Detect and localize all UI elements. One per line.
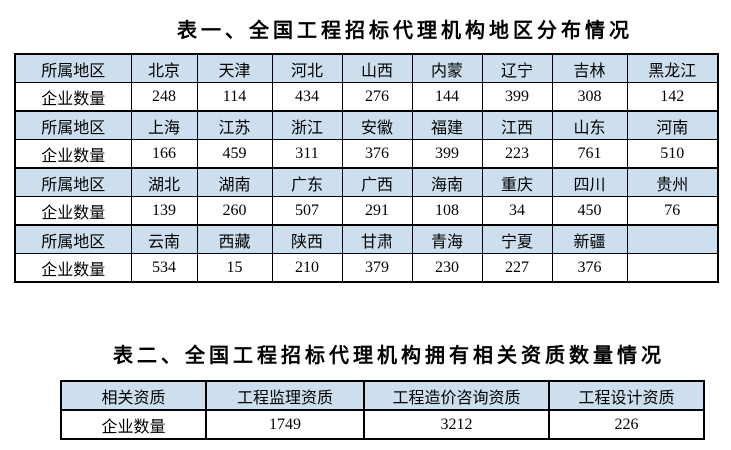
count-cell: 76: [626, 196, 719, 226]
count-cell: 248: [130, 82, 198, 112]
region-cell-empty: [626, 224, 719, 254]
count-cell: 459: [196, 139, 273, 169]
region-header-row: 所属地区 上海 江苏 浙江 安徽 福建 江西 山东 河南: [14, 110, 719, 140]
row-label-cell: 所属地区: [14, 110, 132, 140]
region-cell: 江西: [481, 110, 553, 140]
count-cell: 3212: [363, 409, 550, 440]
count-cell: 376: [341, 139, 413, 169]
count-cell: 227: [481, 253, 553, 283]
count-cell: 291: [341, 196, 413, 226]
region-cell: 江苏: [196, 110, 273, 140]
region-cell: 新疆: [551, 224, 628, 254]
count-cell: 534: [130, 253, 198, 283]
count-cell: 399: [411, 139, 483, 169]
count-cell: 144: [411, 82, 483, 112]
count-cell: 376: [551, 253, 628, 283]
region-cell: 山西: [341, 53, 413, 83]
region-distribution-table: 所属地区 北京 天津 河北 山西 内蒙 辽宁 吉林 黑龙江 企业数量 248 1…: [14, 53, 719, 283]
row-label-cell: 企业数量: [14, 253, 132, 283]
count-cell: 15: [196, 253, 273, 283]
region-cell: 广东: [271, 167, 343, 197]
region-header-row: 所属地区 北京 天津 河北 山西 内蒙 辽宁 吉林 黑龙江: [14, 53, 719, 83]
region-cell: 西藏: [196, 224, 273, 254]
row-label-cell: 企业数量: [14, 139, 132, 169]
count-row: 企业数量 248 114 434 276 144 399 308 142: [14, 82, 719, 112]
region-cell: 河南: [626, 110, 719, 140]
region-header-row: 所属地区 湖北 湖南 广东 广西 海南 重庆 四川 贵州: [14, 167, 719, 197]
row-label-cell: 所属地区: [14, 224, 132, 254]
region-cell: 甘肃: [341, 224, 413, 254]
count-cell: 142: [626, 82, 719, 112]
region-cell: 安徽: [341, 110, 413, 140]
region-cell: 广西: [341, 167, 413, 197]
count-cell: 260: [196, 196, 273, 226]
count-cell: 223: [481, 139, 553, 169]
region-cell: 山东: [551, 110, 628, 140]
region-cell: 陕西: [271, 224, 343, 254]
count-cell: 761: [551, 139, 628, 169]
qualification-cell: 工程造价咨询资质: [363, 380, 550, 411]
region-cell: 吉林: [551, 53, 628, 83]
qualification-table: 相关资质 工程监理资质 工程造价咨询资质 工程设计资质 企业数量 1749 32…: [60, 380, 705, 440]
region-cell: 湖南: [196, 167, 273, 197]
region-cell: 辽宁: [481, 53, 553, 83]
row-label-cell: 相关资质: [60, 380, 207, 411]
region-cell: 海南: [411, 167, 483, 197]
region-cell: 宁夏: [481, 224, 553, 254]
count-cell: 450: [551, 196, 628, 226]
count-cell: 34: [481, 196, 553, 226]
region-cell: 河北: [271, 53, 343, 83]
region-header-row: 所属地区 云南 西藏 陕西 甘肃 青海 宁夏 新疆: [14, 224, 719, 254]
region-cell: 重庆: [481, 167, 553, 197]
count-cell: 139: [130, 196, 198, 226]
row-label-cell: 企业数量: [14, 196, 132, 226]
region-cell: 云南: [130, 224, 198, 254]
count-cell: 399: [481, 82, 553, 112]
row-label-cell: 企业数量: [60, 409, 207, 440]
region-cell: 福建: [411, 110, 483, 140]
count-cell: 226: [548, 409, 705, 440]
table1-title: 表一、全国工程招标代理机构地区分布情况: [177, 20, 633, 42]
count-cell: 434: [271, 82, 343, 112]
region-cell: 青海: [411, 224, 483, 254]
qualification-cell: 工程设计资质: [548, 380, 705, 411]
count-cell: 507: [271, 196, 343, 226]
count-cell: 510: [626, 139, 719, 169]
count-cell: 108: [411, 196, 483, 226]
table2-title: 表二、全国工程招标代理机构拥有相关资质数量情况: [113, 345, 665, 367]
region-cell: 湖北: [130, 167, 198, 197]
region-cell: 黑龙江: [626, 53, 719, 83]
region-cell: 贵州: [626, 167, 719, 197]
region-cell: 浙江: [271, 110, 343, 140]
count-cell: 210: [271, 253, 343, 283]
count-cell-empty: [626, 253, 719, 283]
row-label-cell: 所属地区: [14, 167, 132, 197]
region-cell: 上海: [130, 110, 198, 140]
count-cell: 311: [271, 139, 343, 169]
region-cell: 天津: [196, 53, 273, 83]
count-row: 企业数量 166 459 311 376 399 223 761 510: [14, 139, 719, 169]
qualification-cell: 工程监理资质: [205, 380, 365, 411]
count-row: 企业数量 534 15 210 379 230 227 376: [14, 253, 719, 283]
count-cell: 1749: [205, 409, 365, 440]
row-label-cell: 企业数量: [14, 82, 132, 112]
region-cell: 北京: [130, 53, 198, 83]
count-cell: 230: [411, 253, 483, 283]
count-cell: 276: [341, 82, 413, 112]
region-cell: 内蒙: [411, 53, 483, 83]
count-cell: 308: [551, 82, 628, 112]
count-row: 企业数量 139 260 507 291 108 34 450 76: [14, 196, 719, 226]
qualification-header-row: 相关资质 工程监理资质 工程造价咨询资质 工程设计资质: [60, 380, 705, 411]
count-cell: 379: [341, 253, 413, 283]
count-cell: 166: [130, 139, 198, 169]
count-row: 企业数量 1749 3212 226: [60, 409, 705, 440]
row-label-cell: 所属地区: [14, 53, 132, 83]
count-cell: 114: [196, 82, 273, 112]
region-cell: 四川: [551, 167, 628, 197]
